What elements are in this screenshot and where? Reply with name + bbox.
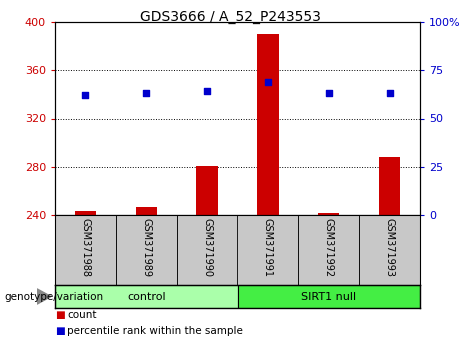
Point [82, 92, 89, 98]
Text: ■: ■ [55, 310, 65, 320]
Text: GSM371992: GSM371992 [324, 218, 334, 278]
Text: GSM371988: GSM371988 [80, 218, 90, 278]
Bar [196, 166, 218, 215]
Point [203, 88, 211, 94]
Point [142, 91, 150, 96]
Polygon shape [37, 289, 51, 304]
Bar [55, 285, 237, 308]
Text: ■: ■ [55, 326, 65, 336]
Bar [318, 213, 339, 215]
Bar [136, 206, 157, 215]
Bar [298, 215, 359, 285]
Text: percentile rank within the sample: percentile rank within the sample [67, 326, 243, 336]
Bar [116, 215, 177, 285]
Point [264, 79, 272, 85]
Bar [237, 215, 298, 285]
Text: GSM371993: GSM371993 [384, 218, 395, 278]
Text: control: control [127, 291, 165, 302]
Text: GSM371989: GSM371989 [141, 218, 151, 278]
Bar [257, 34, 278, 215]
Text: GSM371991: GSM371991 [263, 218, 273, 278]
Point [325, 91, 332, 96]
Bar [237, 285, 420, 308]
Bar [359, 215, 420, 285]
Text: GDS3666 / A_52_P243553: GDS3666 / A_52_P243553 [140, 10, 321, 24]
Text: genotype/variation: genotype/variation [5, 291, 104, 302]
Bar [55, 215, 116, 285]
Bar [75, 211, 96, 215]
Point [386, 91, 393, 96]
Text: SIRT1 null: SIRT1 null [301, 291, 356, 302]
Bar [177, 215, 237, 285]
Text: GSM371990: GSM371990 [202, 218, 212, 278]
Bar [379, 157, 400, 215]
Text: count: count [67, 310, 96, 320]
